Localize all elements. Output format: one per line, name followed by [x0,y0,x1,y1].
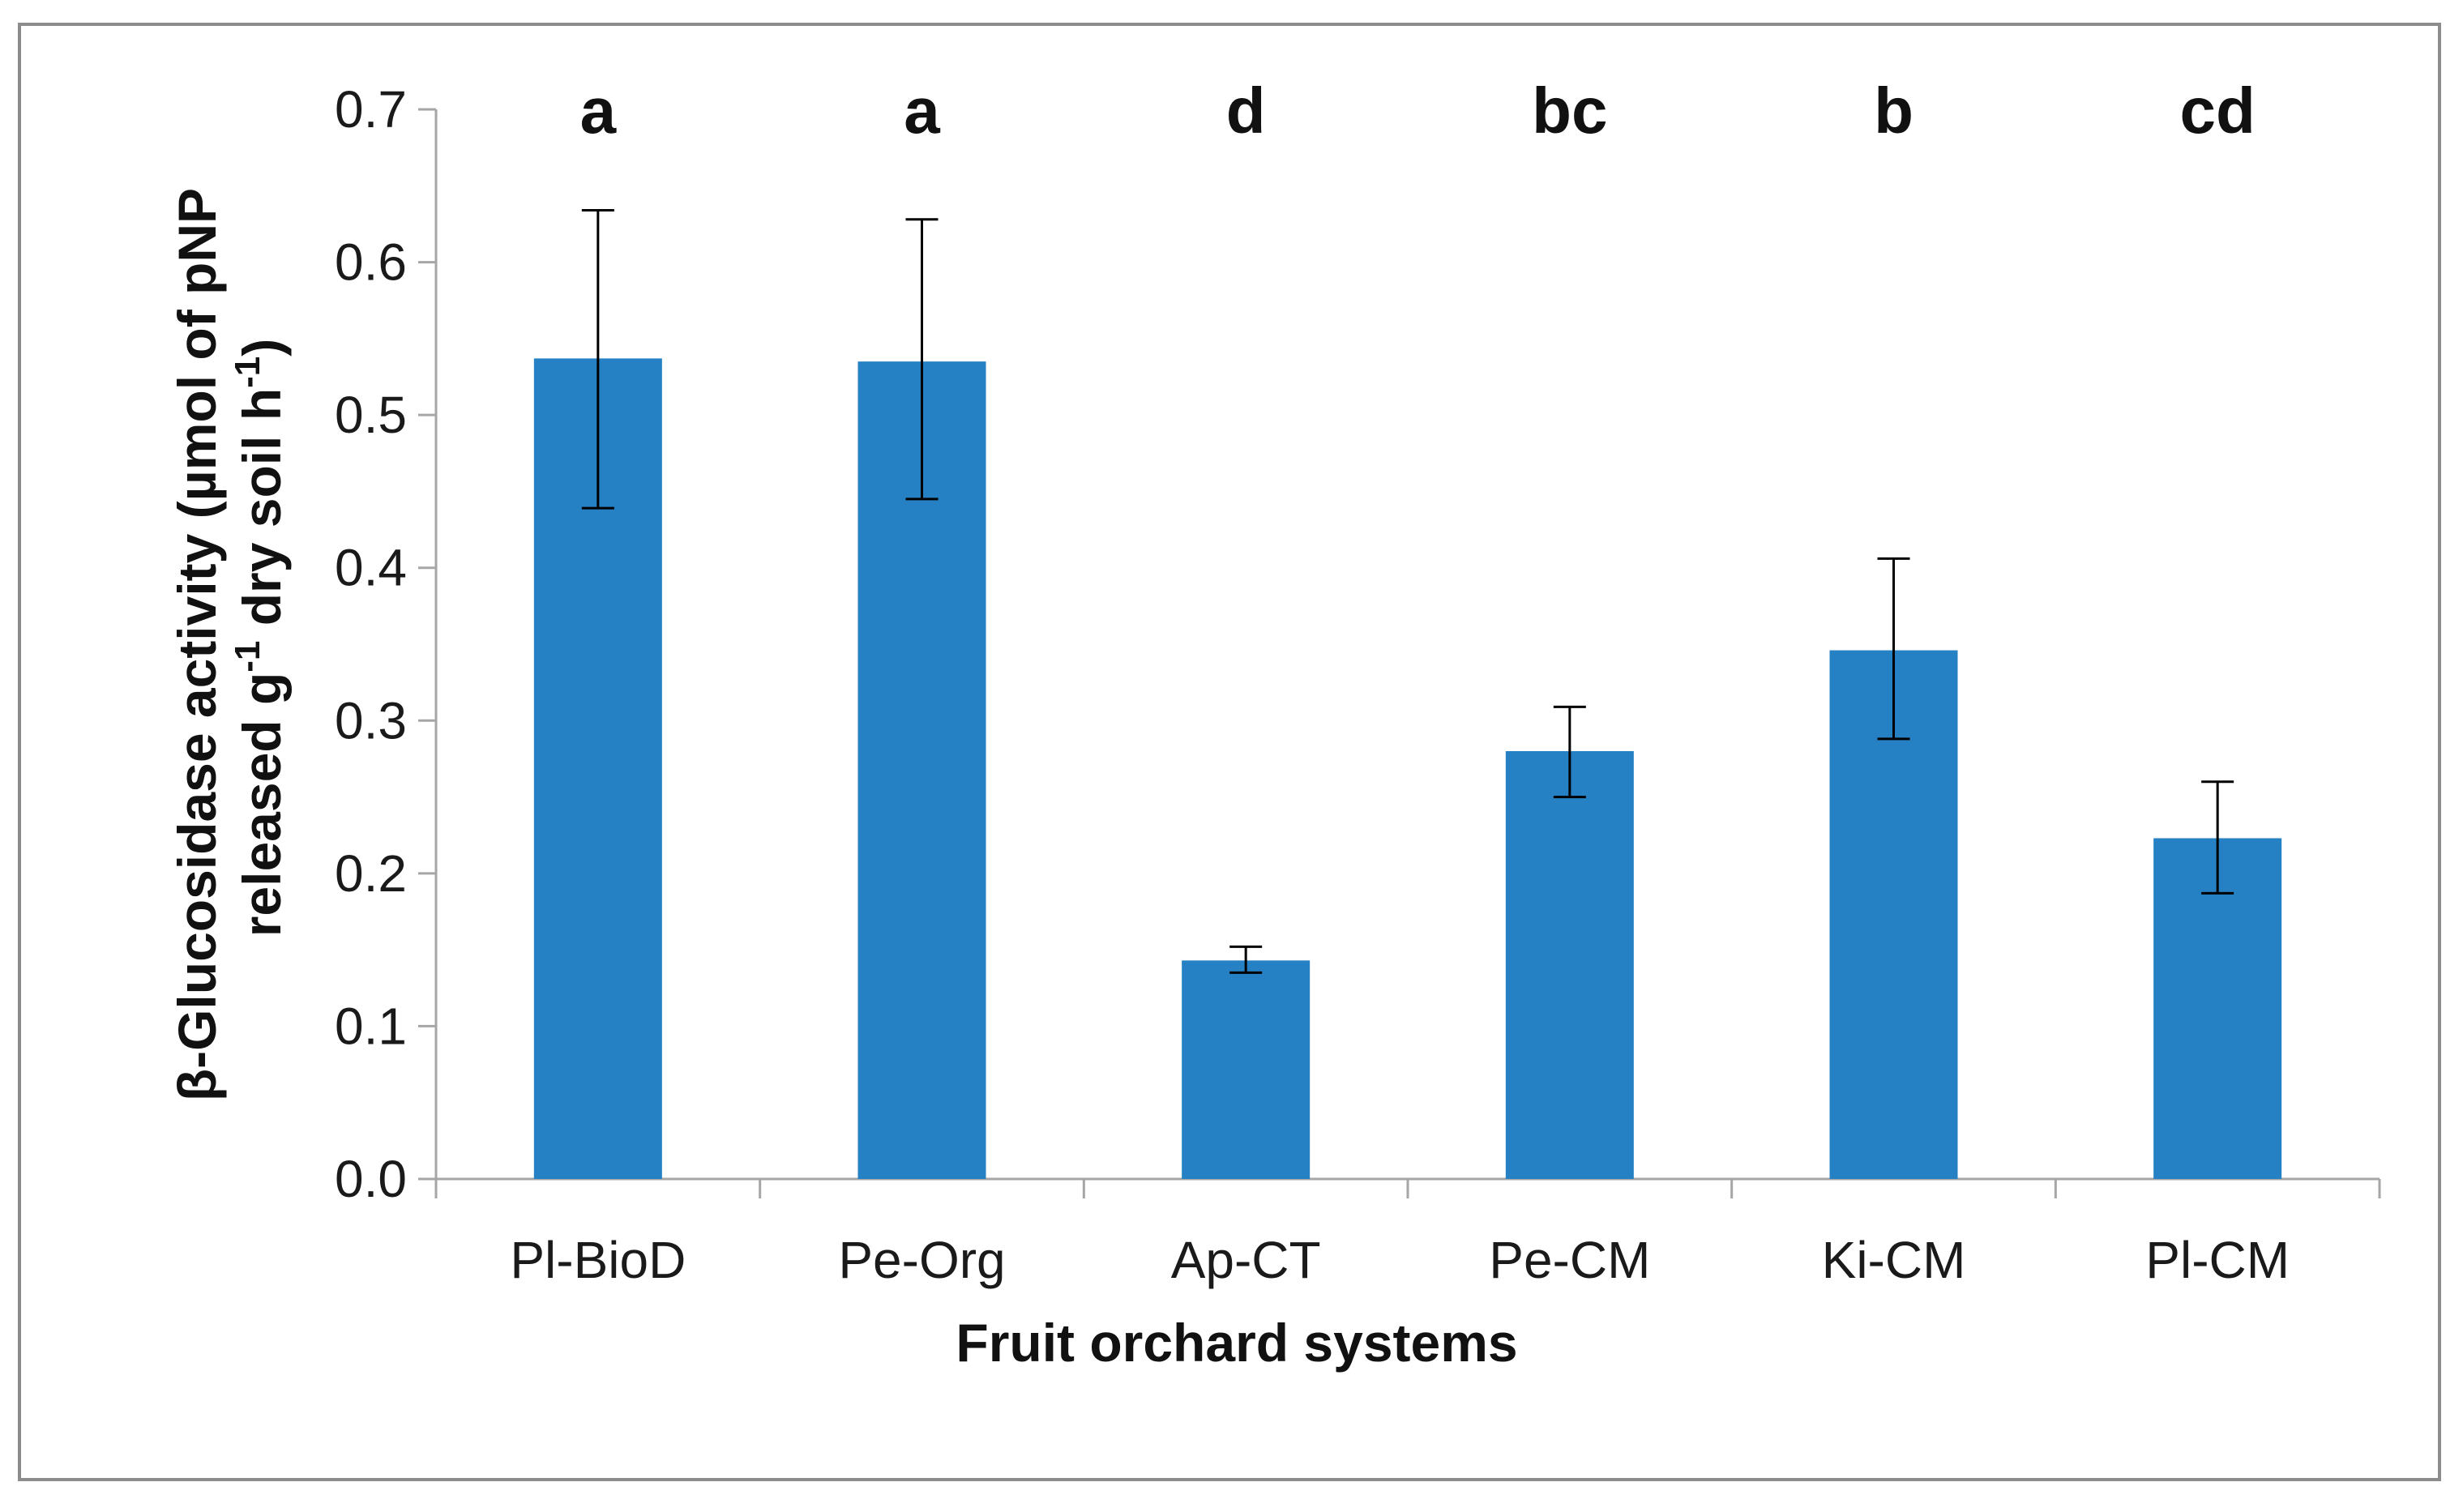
y-tick-label: 0.6 [335,233,407,292]
y-axis-title-superscript-1: -1 [228,641,267,673]
y-tick-label: 0.7 [335,80,407,139]
y-tick-label: 0.4 [335,539,407,597]
y-axis: 0.0 0.1 0.2 0.3 0.4 0.5 0.6 0.7 [335,80,438,1208]
significance-letter: d [1226,75,1266,147]
y-tick-label: 0.0 [335,1150,407,1208]
significance-letter: cd [2179,75,2255,147]
x-category-label: Pl-CM [2145,1231,2290,1289]
significance-letter: a [580,75,617,147]
x-category-label: Pl-BioD [510,1231,686,1289]
bars [533,358,2282,1180]
x-category-label: Ap-CT [1171,1231,1321,1289]
y-axis-title-superscript-2: -1 [228,357,267,388]
significance-letter: bc [1532,75,1607,147]
bar [1182,960,1311,1179]
y-tick-label: 0.2 [335,844,407,903]
bar [1505,751,1634,1179]
significance-letter: b [1874,75,1914,147]
x-category-label: Pe-CM [1489,1231,1650,1289]
x-category-label: Ki-CM [1822,1231,1966,1289]
bar [2153,838,2282,1179]
significance-letters: a a d bc b cd [580,75,2256,147]
x-axis-title: Fruit orchard systems [956,1313,1517,1373]
y-axis-title-line-1: β-Glucosidase activity (µmol of pNP [167,189,227,1101]
x-category-label: Pe-Org [838,1231,1005,1289]
y-axis-title-line-2-middle: dry soil h [232,388,292,641]
y-tick-label: 0.3 [335,691,407,750]
bar-chart: 0.0 0.1 0.2 0.3 0.4 0.5 0.6 0.7 Pl-BioD Pe-Org Ap… [167,75,2381,1373]
significance-letter: a [904,75,940,147]
y-tick-label: 0.5 [335,386,407,444]
y-axis-title: β-Glucosidase activity (µmol of pNP rele… [167,174,292,1101]
y-tick-label: 0.1 [335,997,407,1055]
x-axis: Pl-BioD Pe-Org Ap-CT Pe-CM Ki-CM Pl-CM [434,1177,2381,1289]
y-axis-title-line-2-end: ) [232,339,292,357]
error-bars [581,208,2234,974]
y-axis-title-line-2: released g [232,673,292,938]
chart-frame: 0.0 0.1 0.2 0.3 0.4 0.5 0.6 0.7 Pl-BioD Pe-Org Ap… [18,23,2441,1481]
